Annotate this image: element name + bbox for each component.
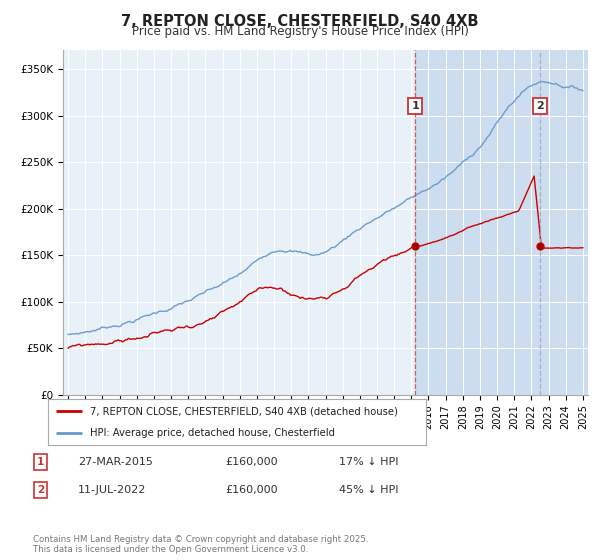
Text: 17% ↓ HPI: 17% ↓ HPI bbox=[339, 457, 398, 467]
Text: 27-MAR-2015: 27-MAR-2015 bbox=[78, 457, 153, 467]
Text: Contains HM Land Registry data © Crown copyright and database right 2025.
This d: Contains HM Land Registry data © Crown c… bbox=[33, 535, 368, 554]
Text: HPI: Average price, detached house, Chesterfield: HPI: Average price, detached house, Ches… bbox=[89, 428, 335, 438]
Text: £160,000: £160,000 bbox=[225, 457, 278, 467]
Text: 2: 2 bbox=[37, 485, 44, 495]
Text: 45% ↓ HPI: 45% ↓ HPI bbox=[339, 485, 398, 495]
Text: 11-JUL-2022: 11-JUL-2022 bbox=[78, 485, 146, 495]
Text: 1: 1 bbox=[412, 101, 419, 111]
Text: Price paid vs. HM Land Registry's House Price Index (HPI): Price paid vs. HM Land Registry's House … bbox=[131, 25, 469, 38]
Bar bbox=[415, 50, 592, 395]
Text: 7, REPTON CLOSE, CHESTERFIELD, S40 4XB: 7, REPTON CLOSE, CHESTERFIELD, S40 4XB bbox=[121, 14, 479, 29]
Text: 1: 1 bbox=[37, 457, 44, 467]
Text: £160,000: £160,000 bbox=[225, 485, 278, 495]
Text: 7, REPTON CLOSE, CHESTERFIELD, S40 4XB (detached house): 7, REPTON CLOSE, CHESTERFIELD, S40 4XB (… bbox=[89, 406, 397, 416]
Text: 2: 2 bbox=[536, 101, 544, 111]
